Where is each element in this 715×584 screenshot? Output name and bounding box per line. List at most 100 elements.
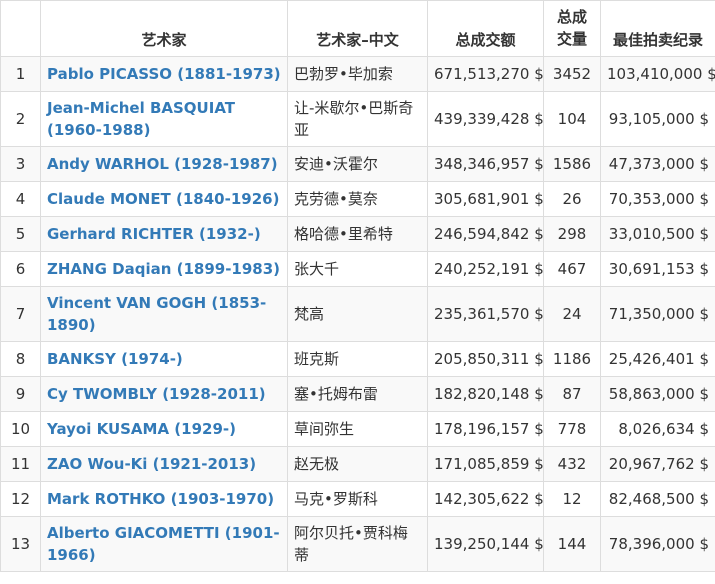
artist-link[interactable]: ZAO Wou-Ki (1921-2013) bbox=[47, 455, 257, 473]
artist-link[interactable]: Cy TWOMBLY (1928-2011) bbox=[47, 385, 266, 403]
lots-sold-cell: 104 bbox=[543, 91, 601, 147]
lots-sold-cell: 24 bbox=[543, 286, 601, 342]
artist-cn-cell: 草间弥生 bbox=[287, 411, 428, 447]
rank-header bbox=[0, 0, 41, 57]
lots-sold-cell: 1186 bbox=[543, 341, 601, 377]
total-sales-cell: 139,250,144 $ bbox=[427, 516, 544, 572]
rank-cell: 11 bbox=[0, 446, 41, 482]
rank-cell: 3 bbox=[0, 146, 41, 182]
total-sales-header: 总成交额 bbox=[427, 0, 544, 57]
artist-cn-header: 艺术家–中文 bbox=[287, 0, 428, 57]
artist-ranking-table: 艺术家 艺术家–中文 总成交额 总成 交量 最佳拍卖纪录 1 Pablo PIC… bbox=[0, 0, 715, 572]
artist-cn-cell: 塞•托姆布雷 bbox=[287, 376, 428, 412]
table-row: 3 Andy WARHOL (1928-1987) 安迪•沃霍尔 348,346… bbox=[0, 146, 715, 182]
best-record-cell: 33,010,500 $ bbox=[600, 216, 715, 252]
rank-cell: 5 bbox=[0, 216, 41, 252]
rank-cell: 13 bbox=[0, 516, 41, 572]
lots-sold-cell: 432 bbox=[543, 446, 601, 482]
best-record-cell: 25,426,401 $ bbox=[600, 341, 715, 377]
total-sales-cell: 246,594,842 $ bbox=[427, 216, 544, 252]
artist-cell: ZAO Wou-Ki (1921-2013) bbox=[40, 446, 288, 482]
best-record-cell: 30,691,153 $ bbox=[600, 251, 715, 287]
artist-cn-cell: 阿尔贝托•贾科梅蒂 bbox=[287, 516, 428, 572]
table-header-row: 艺术家 艺术家–中文 总成交额 总成 交量 最佳拍卖纪录 bbox=[0, 0, 715, 57]
table-row: 12 Mark ROTHKO (1903-1970) 马克•罗斯科 142,30… bbox=[0, 481, 715, 517]
table-row: 10 Yayoi KUSAMA (1929-) 草间弥生 178,196,157… bbox=[0, 411, 715, 447]
table-row: 8 BANKSY (1974-) 班克斯 205,850,311 $ 1186 … bbox=[0, 341, 715, 377]
table-row: 13 Alberto GIACOMETTI (1901-1966) 阿尔贝托•贾… bbox=[0, 516, 715, 572]
rank-cell: 4 bbox=[0, 181, 41, 217]
artist-link[interactable]: Claude MONET (1840-1926) bbox=[47, 190, 280, 208]
artist-cn-cell: 巴勃罗•毕加索 bbox=[287, 56, 428, 92]
artist-cell: Mark ROTHKO (1903-1970) bbox=[40, 481, 288, 517]
artist-link[interactable]: Yayoi KUSAMA (1929-) bbox=[47, 420, 236, 438]
total-sales-cell: 305,681,901 $ bbox=[427, 181, 544, 217]
artist-link[interactable]: BANKSY (1974-) bbox=[47, 350, 183, 368]
lots-sold-header-text: 总成 交量 bbox=[556, 8, 587, 48]
table-row: 9 Cy TWOMBLY (1928-2011) 塞•托姆布雷 182,820,… bbox=[0, 376, 715, 412]
best-record-cell: 78,396,000 $ bbox=[600, 516, 715, 572]
best-record-header: 最佳拍卖纪录 bbox=[600, 0, 715, 57]
artist-cell: Vincent VAN GOGH (1853-1890) bbox=[40, 286, 288, 342]
artist-cell: Alberto GIACOMETTI (1901-1966) bbox=[40, 516, 288, 572]
rank-cell: 1 bbox=[0, 56, 41, 92]
artist-link[interactable]: Pablo PICASSO (1881-1973) bbox=[47, 65, 281, 83]
artist-cell: Yayoi KUSAMA (1929-) bbox=[40, 411, 288, 447]
artist-cn-cell: 张大千 bbox=[287, 251, 428, 287]
artist-link[interactable]: Alberto GIACOMETTI (1901-1966) bbox=[47, 524, 280, 564]
lots-sold-cell: 778 bbox=[543, 411, 601, 447]
table-row: 4 Claude MONET (1840-1926) 克劳德•莫奈 305,68… bbox=[0, 181, 715, 217]
total-sales-cell: 205,850,311 $ bbox=[427, 341, 544, 377]
best-record-cell: 8,026,634 $ bbox=[600, 411, 715, 447]
rank-cell: 7 bbox=[0, 286, 41, 342]
artist-cn-cell: 班克斯 bbox=[287, 341, 428, 377]
total-sales-cell: 439,339,428 $ bbox=[427, 91, 544, 147]
total-sales-cell: 171,085,859 $ bbox=[427, 446, 544, 482]
rank-cell: 12 bbox=[0, 481, 41, 517]
lots-sold-header: 总成 交量 bbox=[543, 0, 601, 57]
artist-header: 艺术家 bbox=[40, 0, 288, 57]
artist-link[interactable]: Vincent VAN GOGH (1853-1890) bbox=[47, 294, 267, 334]
artist-cn-cell: 赵无极 bbox=[287, 446, 428, 482]
best-record-cell: 70,353,000 $ bbox=[600, 181, 715, 217]
artist-cell: Pablo PICASSO (1881-1973) bbox=[40, 56, 288, 92]
artist-link[interactable]: Gerhard RICHTER (1932-) bbox=[47, 225, 261, 243]
rank-cell: 10 bbox=[0, 411, 41, 447]
best-record-cell: 103,410,000 $ bbox=[600, 56, 715, 92]
rank-cell: 2 bbox=[0, 91, 41, 147]
best-record-cell: 47,373,000 $ bbox=[600, 146, 715, 182]
artist-cn-cell: 格哈德•里希特 bbox=[287, 216, 428, 252]
artist-link[interactable]: ZHANG Daqian (1899-1983) bbox=[47, 260, 281, 278]
lots-sold-cell: 87 bbox=[543, 376, 601, 412]
lots-sold-cell: 3452 bbox=[543, 56, 601, 92]
table-row: 2 Jean-Michel BASQUIAT (1960-1988) 让-米歇尔… bbox=[0, 91, 715, 147]
table-row: 1 Pablo PICASSO (1881-1973) 巴勃罗•毕加索 671,… bbox=[0, 56, 715, 92]
total-sales-cell: 671,513,270 $ bbox=[427, 56, 544, 92]
table-row: 7 Vincent VAN GOGH (1853-1890) 梵高 235,36… bbox=[0, 286, 715, 342]
artist-cell: BANKSY (1974-) bbox=[40, 341, 288, 377]
best-record-cell: 82,468,500 $ bbox=[600, 481, 715, 517]
best-record-cell: 58,863,000 $ bbox=[600, 376, 715, 412]
lots-sold-cell: 144 bbox=[543, 516, 601, 572]
table-row: 6 ZHANG Daqian (1899-1983) 张大千 240,252,1… bbox=[0, 251, 715, 287]
artist-link[interactable]: Andy WARHOL (1928-1987) bbox=[47, 155, 278, 173]
total-sales-cell: 348,346,957 $ bbox=[427, 146, 544, 182]
rank-cell: 9 bbox=[0, 376, 41, 412]
lots-sold-cell: 26 bbox=[543, 181, 601, 217]
artist-cn-cell: 安迪•沃霍尔 bbox=[287, 146, 428, 182]
best-record-cell: 71,350,000 $ bbox=[600, 286, 715, 342]
artist-link[interactable]: Jean-Michel BASQUIAT (1960-1988) bbox=[47, 99, 235, 139]
artist-cn-cell: 让-米歇尔•巴斯奇亚 bbox=[287, 91, 428, 147]
artist-cell: Jean-Michel BASQUIAT (1960-1988) bbox=[40, 91, 288, 147]
artist-cell: Andy WARHOL (1928-1987) bbox=[40, 146, 288, 182]
artist-cn-cell: 梵高 bbox=[287, 286, 428, 342]
artist-cell: ZHANG Daqian (1899-1983) bbox=[40, 251, 288, 287]
artist-link[interactable]: Mark ROTHKO (1903-1970) bbox=[47, 490, 275, 508]
artist-cn-cell: 克劳德•莫奈 bbox=[287, 181, 428, 217]
best-record-cell: 20,967,762 $ bbox=[600, 446, 715, 482]
lots-sold-cell: 1586 bbox=[543, 146, 601, 182]
total-sales-cell: 240,252,191 $ bbox=[427, 251, 544, 287]
total-sales-cell: 142,305,622 $ bbox=[427, 481, 544, 517]
total-sales-cell: 182,820,148 $ bbox=[427, 376, 544, 412]
artist-cell: Cy TWOMBLY (1928-2011) bbox=[40, 376, 288, 412]
